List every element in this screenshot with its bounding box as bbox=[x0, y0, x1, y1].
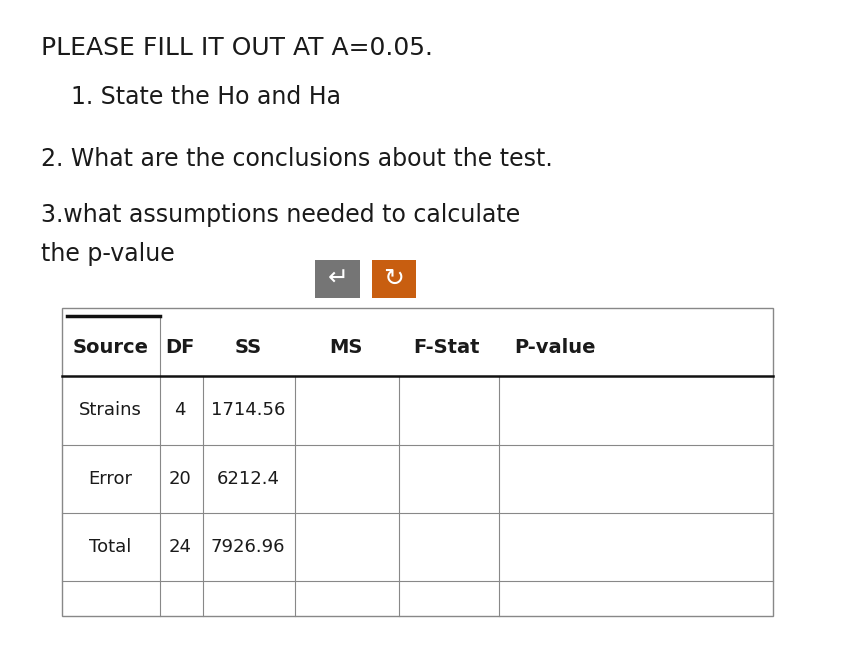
Text: SS: SS bbox=[234, 338, 262, 357]
Text: 4: 4 bbox=[174, 402, 186, 419]
Text: P-value: P-value bbox=[514, 338, 595, 357]
Text: 7926.96: 7926.96 bbox=[211, 538, 285, 556]
Text: ↵: ↵ bbox=[327, 267, 348, 291]
Text: PLEASE FILL IT OUT AT A=0.05.: PLEASE FILL IT OUT AT A=0.05. bbox=[41, 36, 433, 60]
FancyBboxPatch shape bbox=[315, 260, 360, 298]
Text: Total: Total bbox=[89, 538, 132, 556]
Text: 24: 24 bbox=[168, 538, 191, 556]
Text: 6212.4: 6212.4 bbox=[217, 470, 279, 488]
FancyBboxPatch shape bbox=[372, 260, 416, 298]
Text: 1714.56: 1714.56 bbox=[211, 402, 285, 419]
Text: DF: DF bbox=[165, 338, 194, 357]
Text: Error: Error bbox=[89, 470, 132, 488]
Text: 1. State the Ho and Ha: 1. State the Ho and Ha bbox=[71, 85, 340, 109]
Text: Source: Source bbox=[73, 338, 149, 357]
Text: 20: 20 bbox=[168, 470, 191, 488]
Text: ↻: ↻ bbox=[384, 267, 404, 291]
Text: Strains: Strains bbox=[79, 402, 142, 419]
Text: 2. What are the conclusions about the test.: 2. What are the conclusions about the te… bbox=[41, 147, 552, 172]
Text: MS: MS bbox=[329, 338, 362, 357]
FancyBboxPatch shape bbox=[62, 308, 773, 616]
Text: 3.what assumptions needed to calculate: 3.what assumptions needed to calculate bbox=[41, 203, 520, 227]
Text: the p-value: the p-value bbox=[41, 242, 175, 267]
Text: F-Stat: F-Stat bbox=[414, 338, 480, 357]
